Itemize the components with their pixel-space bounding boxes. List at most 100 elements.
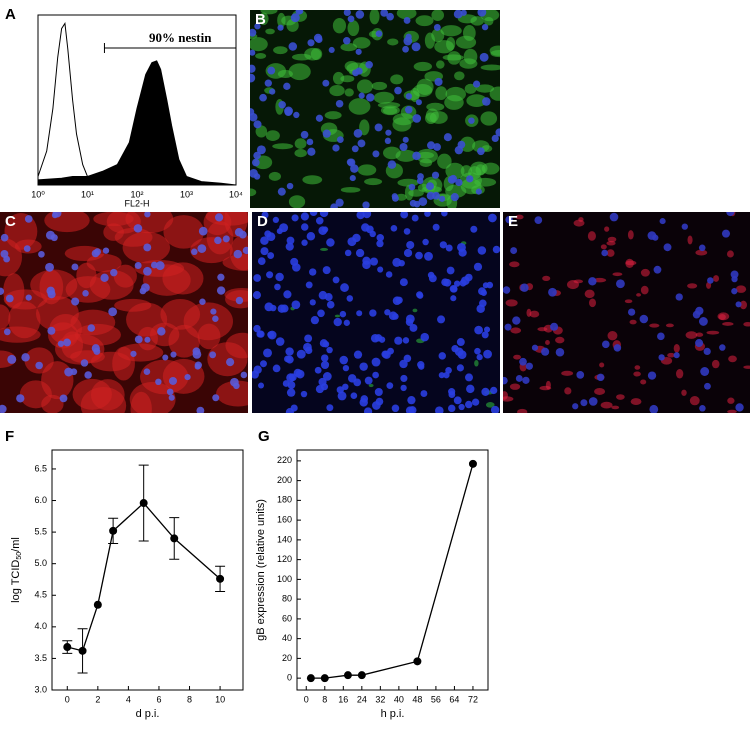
nucleus (110, 268, 118, 277)
nucleus (411, 214, 419, 222)
nucleus (349, 175, 356, 182)
nucleus (483, 349, 492, 359)
nucleus (385, 271, 393, 278)
nucleus (394, 86, 402, 95)
nucleus (731, 275, 738, 283)
cell (130, 391, 152, 413)
cell (344, 88, 354, 97)
nucleus (91, 344, 100, 353)
cell (112, 346, 135, 381)
nucleus (108, 307, 118, 317)
nucleus (322, 340, 330, 348)
cell (8, 301, 41, 339)
cell (695, 249, 708, 256)
nucleus (166, 388, 174, 396)
nucleus (403, 16, 411, 24)
nucleus (351, 145, 359, 153)
nucleus (486, 281, 494, 289)
cell (340, 186, 361, 193)
cell (348, 98, 371, 115)
cell (454, 71, 465, 81)
cell (356, 79, 373, 94)
cell (640, 268, 650, 277)
nucleus (355, 10, 365, 19)
x-tick-label: 0 (304, 694, 309, 704)
cell (687, 283, 698, 289)
nucleus (300, 130, 309, 139)
nucleus (424, 212, 431, 217)
nucleus (293, 111, 300, 119)
x-tick-label: 64 (449, 694, 459, 704)
cell (640, 379, 647, 385)
cell (459, 58, 478, 69)
cell (216, 380, 248, 407)
nucleus (314, 366, 322, 374)
micrograph-bg (503, 212, 750, 413)
nucleus (503, 376, 508, 385)
micrograph (503, 212, 750, 413)
nucleus (482, 97, 491, 106)
nucleus (403, 248, 413, 258)
nucleus (250, 64, 256, 73)
data-point (320, 674, 329, 683)
nucleus (387, 160, 397, 169)
nucleus (45, 262, 54, 272)
nucleus (301, 223, 309, 231)
nucleus (453, 280, 461, 287)
nucleus (453, 396, 462, 405)
panel-label: G (258, 428, 270, 445)
gate-annotation: 90% nestin (149, 30, 212, 45)
cell (629, 319, 637, 325)
y-tick-label: 80 (282, 594, 292, 604)
nucleus (300, 212, 309, 221)
nucleus (402, 337, 410, 344)
nucleus (82, 290, 89, 297)
cell (272, 143, 294, 150)
cell (273, 46, 288, 55)
nucleus (194, 363, 201, 370)
nucleus (139, 287, 147, 295)
nucleus (399, 143, 408, 152)
cell (464, 83, 477, 94)
nucleus (541, 347, 550, 356)
nucleus (157, 327, 166, 336)
nucleus (335, 198, 344, 207)
nucleus (355, 67, 363, 75)
nucleus (263, 348, 272, 358)
nucleus (59, 394, 68, 403)
cell (584, 289, 595, 299)
nucleus (474, 347, 481, 355)
nucleus (464, 273, 473, 282)
nucleus (601, 249, 609, 257)
nucleus (3, 255, 10, 263)
nucleus (698, 244, 706, 252)
nucleus (250, 73, 256, 83)
nucleus (416, 177, 424, 185)
nucleus (25, 294, 32, 301)
cell (332, 17, 347, 34)
nucleus (143, 368, 151, 375)
nucleus (3, 328, 11, 336)
nucleus (456, 338, 465, 347)
nucleus (488, 213, 497, 223)
cell (616, 394, 625, 400)
cell (288, 63, 311, 81)
nucleus (460, 10, 467, 16)
cell (561, 370, 574, 376)
nucleus (343, 319, 350, 326)
nucleus (492, 245, 500, 254)
nucleus (337, 391, 347, 401)
nucleus (505, 215, 513, 224)
nucleus (357, 139, 366, 148)
nucleus (418, 363, 425, 370)
nucleus (326, 238, 335, 247)
cell (294, 149, 307, 158)
micrograph (0, 212, 248, 413)
nucleus (291, 214, 299, 222)
nucleus (253, 365, 262, 374)
nucleus (704, 382, 711, 390)
nucleus (320, 354, 329, 362)
nucleus (261, 212, 269, 219)
panel-label: E (508, 213, 518, 230)
panel-label: A (5, 6, 16, 23)
